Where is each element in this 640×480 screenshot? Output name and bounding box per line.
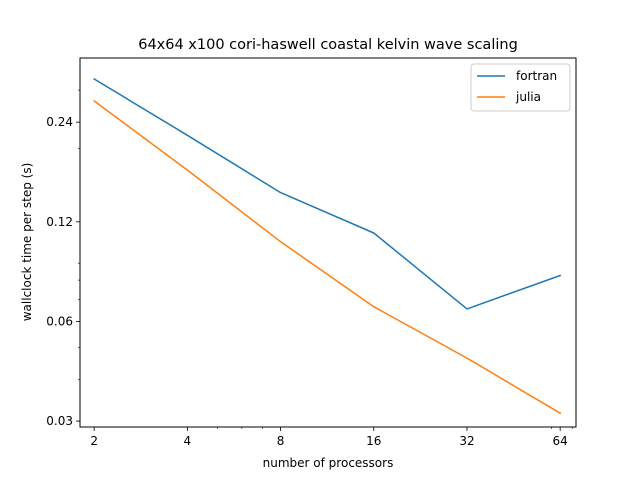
x-tick-label: 32 <box>459 434 474 448</box>
series-line-julia <box>93 99 562 415</box>
x-tick-label: 16 <box>366 434 381 448</box>
y-axis-label: wallclock time per step (s) <box>20 163 34 322</box>
x-tick-label: 4 <box>184 434 192 448</box>
y-tick-label: 0.06 <box>46 314 73 328</box>
series-line-fortran <box>93 77 562 310</box>
y-tick-label: 0.24 <box>46 115 73 129</box>
x-axis-label: number of processors <box>263 456 394 470</box>
x-tick-label: 8 <box>277 434 285 448</box>
plot-frame <box>79 57 577 428</box>
series-lines <box>93 77 562 415</box>
minor-ticks <box>78 89 573 429</box>
x-axis-ticks: 2 4 8 16 32 64 <box>90 427 568 448</box>
y-tick-label: 0.12 <box>46 215 73 229</box>
legend: fortran julia <box>470 63 571 112</box>
x-tick-label: 64 <box>553 434 568 448</box>
y-axis-ticks: 0.03 0.06 0.12 0.24 <box>46 115 80 428</box>
x-tick-label: 2 <box>90 434 98 448</box>
y-tick-label: 0.03 <box>46 414 73 428</box>
chart-title: 64x64 x100 cori-haswell coastal kelvin w… <box>138 37 518 53</box>
legend-label-julia: julia <box>515 90 541 104</box>
legend-label-fortran: fortran <box>516 69 557 83</box>
